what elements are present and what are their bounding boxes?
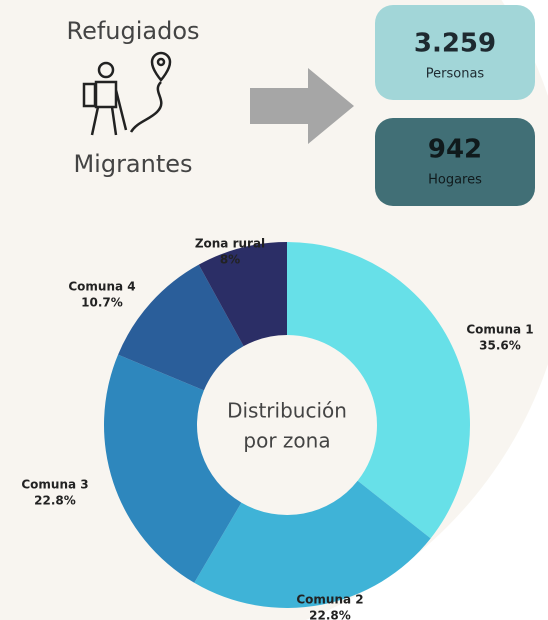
segment-label: Comuna 1 bbox=[466, 323, 533, 337]
center-label: por zona bbox=[243, 429, 330, 453]
segment-value: 22.8% bbox=[34, 494, 76, 508]
segment-value: 8% bbox=[220, 253, 240, 267]
center-label: Distribución bbox=[227, 399, 347, 423]
stat-value: 942 bbox=[428, 135, 482, 165]
migrant-icon bbox=[82, 51, 172, 136]
segment-label: Zona rural bbox=[195, 237, 265, 251]
segment-value: 10.7% bbox=[81, 296, 123, 310]
donut-segment bbox=[198, 242, 287, 347]
donut-segment bbox=[103, 354, 242, 583]
stat-value: 3.259 bbox=[414, 29, 496, 59]
donut-segment bbox=[194, 480, 431, 608]
stat-label: Personas bbox=[426, 67, 485, 82]
segment-label: Comuna 3 bbox=[21, 478, 88, 492]
arrow bbox=[250, 68, 354, 144]
segment-label: Comuna 2 bbox=[296, 593, 363, 607]
segment-label: Comuna 4 bbox=[68, 280, 135, 294]
segment-value: 35.6% bbox=[479, 339, 521, 353]
segment-value: 22.8% bbox=[309, 609, 351, 620]
donut-segment bbox=[287, 242, 470, 539]
stat-label: Hogares bbox=[428, 173, 482, 188]
header-top: Refugiados bbox=[66, 17, 199, 45]
donut-segment bbox=[118, 264, 244, 391]
stat-card bbox=[375, 118, 535, 206]
stat-card bbox=[375, 5, 535, 100]
header-bottom: Migrantes bbox=[73, 150, 192, 178]
